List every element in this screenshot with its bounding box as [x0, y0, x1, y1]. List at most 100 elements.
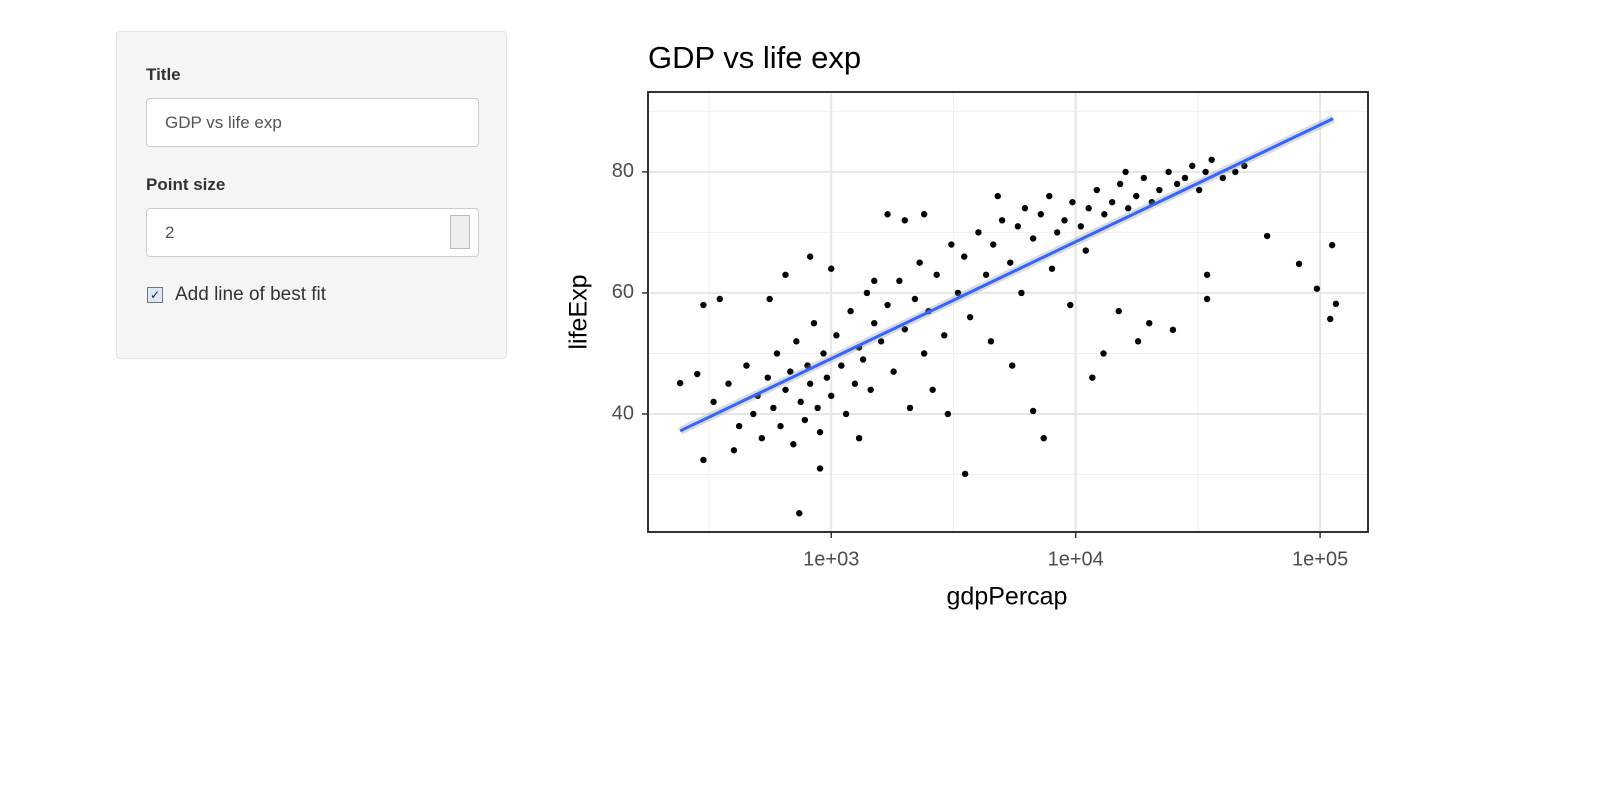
point — [833, 332, 840, 339]
point — [782, 271, 789, 278]
checkbox-label[interactable]: Add line of best fit — [175, 284, 327, 305]
point — [1069, 198, 1076, 206]
point — [901, 217, 909, 224]
point — [1219, 174, 1227, 182]
point — [796, 510, 803, 517]
point — [810, 319, 818, 327]
point — [750, 410, 757, 418]
point — [1108, 198, 1116, 206]
point — [1116, 180, 1124, 188]
point — [911, 295, 919, 303]
point-size-value: 2 — [165, 223, 175, 242]
checkbox[interactable]: ✓ — [147, 287, 163, 303]
point — [700, 456, 707, 464]
point — [766, 295, 773, 303]
point — [877, 338, 885, 345]
point-size-input[interactable]: 2 — [146, 208, 479, 257]
y-tick-label: 80 — [612, 160, 634, 182]
point — [1181, 174, 1189, 182]
point — [948, 241, 955, 248]
point — [859, 356, 867, 363]
point — [1061, 217, 1068, 224]
point — [782, 386, 789, 393]
point — [1133, 192, 1140, 200]
title-input[interactable]: GDP vs life exp — [146, 98, 479, 147]
point — [743, 362, 750, 369]
x-tick-label: 1e+04 — [1048, 548, 1104, 570]
point — [1165, 168, 1172, 176]
point — [920, 211, 928, 218]
point — [966, 313, 974, 321]
point — [828, 392, 835, 400]
point — [1327, 315, 1334, 323]
point — [929, 386, 936, 393]
point — [1203, 271, 1211, 278]
point — [700, 301, 707, 309]
point — [1082, 247, 1089, 254]
point — [890, 368, 897, 375]
plot-border — [647, 91, 1369, 533]
point — [1029, 235, 1037, 242]
point — [758, 434, 766, 442]
y-tick-label: 60 — [612, 281, 634, 303]
point — [1332, 300, 1340, 308]
point — [814, 404, 821, 412]
point — [787, 368, 794, 375]
point — [961, 470, 969, 478]
point — [828, 265, 835, 272]
point — [716, 295, 723, 303]
point — [694, 370, 701, 378]
spinner[interactable] — [450, 215, 470, 249]
point — [954, 289, 962, 297]
point — [1295, 260, 1303, 268]
point — [770, 404, 777, 412]
point — [1328, 241, 1336, 249]
point — [1037, 211, 1044, 218]
point — [901, 326, 909, 333]
title-label: Title — [146, 65, 181, 84]
point — [847, 307, 854, 315]
point — [1124, 205, 1132, 212]
point — [1014, 223, 1022, 230]
point — [998, 217, 1006, 224]
point — [1189, 162, 1196, 170]
point — [1146, 319, 1153, 327]
y-tick-label: 40 — [612, 402, 634, 424]
point — [1173, 180, 1181, 188]
point — [790, 441, 797, 448]
point — [838, 362, 845, 369]
point — [1232, 168, 1239, 176]
chart-title: GDP vs life exp — [648, 40, 861, 75]
point — [1040, 434, 1047, 442]
point — [920, 350, 928, 357]
point — [871, 277, 878, 285]
point — [1134, 338, 1142, 345]
point — [804, 362, 811, 369]
point — [961, 253, 968, 260]
point — [1202, 168, 1209, 176]
point — [735, 422, 743, 430]
point — [793, 338, 800, 345]
point — [773, 350, 781, 357]
point — [816, 428, 824, 436]
y-axis-label: lifeExp — [565, 274, 593, 349]
point — [764, 374, 771, 381]
point — [1085, 205, 1092, 212]
point — [933, 271, 940, 278]
point — [1203, 295, 1211, 303]
point — [806, 380, 814, 387]
point — [896, 277, 903, 285]
point — [944, 410, 952, 418]
point — [1021, 205, 1029, 212]
point — [982, 271, 990, 278]
point — [1067, 301, 1074, 309]
point — [1009, 362, 1016, 369]
point — [1018, 289, 1025, 297]
point — [884, 301, 891, 309]
x-tick-label: 1e+03 — [803, 548, 859, 570]
point — [1029, 407, 1037, 415]
point — [994, 192, 1001, 200]
point — [725, 380, 732, 387]
